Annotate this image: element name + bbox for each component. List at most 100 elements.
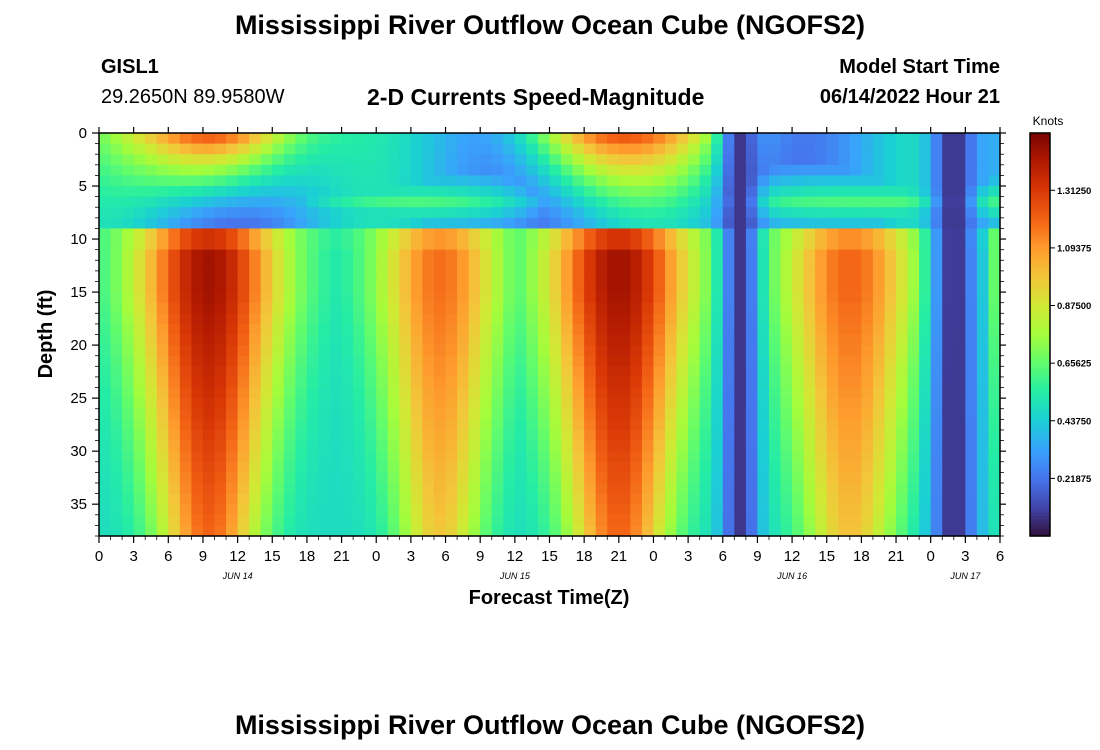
heatmap-cell <box>872 239 886 251</box>
heatmap-cell <box>260 270 273 283</box>
heatmap-cell <box>699 461 712 473</box>
heatmap-cell <box>457 376 470 389</box>
heatmap-cell <box>630 429 643 442</box>
heatmap-cell <box>884 461 897 473</box>
heatmap-cell <box>526 387 539 399</box>
heatmap-cell <box>133 143 146 155</box>
heatmap-cell <box>353 164 366 177</box>
heatmap-cell <box>722 302 735 314</box>
heatmap-cell <box>757 281 770 293</box>
heatmap-cell <box>399 482 412 495</box>
heatmap-cell <box>341 217 354 230</box>
heatmap-cell <box>549 334 562 346</box>
heatmap-cell <box>768 302 782 314</box>
heatmap-cell <box>792 525 805 537</box>
heatmap-cell <box>884 493 897 505</box>
heatmap-cell <box>641 398 655 410</box>
heatmap-cell <box>341 143 354 155</box>
heatmap-cell <box>618 472 631 484</box>
colorbar-cell <box>1030 233 1050 238</box>
heatmap-cell <box>641 239 655 251</box>
heatmap-cell <box>122 398 135 410</box>
heatmap-cell <box>457 429 470 442</box>
colorbar-cell <box>1030 237 1050 242</box>
heatmap-cell <box>399 249 412 261</box>
heatmap-cell <box>919 398 932 410</box>
heatmap-cell <box>399 525 412 537</box>
heatmap-cell <box>872 164 886 177</box>
heatmap-cell <box>295 451 308 463</box>
heatmap-cell <box>191 525 204 537</box>
heatmap-cell <box>480 228 493 240</box>
heatmap-cell <box>688 249 701 261</box>
heatmap-cell <box>99 164 112 177</box>
heatmap-cell <box>976 525 990 537</box>
heatmap-cell <box>838 249 851 261</box>
heatmap-cell <box>341 313 354 325</box>
colorbar-cell <box>1030 324 1050 329</box>
heatmap-cell <box>145 387 158 399</box>
heatmap-cell <box>110 472 123 484</box>
heatmap-cell <box>872 323 886 336</box>
heatmap-cell <box>607 133 620 145</box>
heatmap-cell <box>919 440 932 452</box>
heatmap-cell <box>306 334 320 346</box>
heatmap-cell <box>665 143 678 155</box>
heatmap-cell <box>584 376 597 389</box>
heatmap-cell <box>826 440 839 452</box>
page-title: Mississippi River Outflow Ocean Cube (NG… <box>234 10 866 40</box>
heatmap-cell <box>249 387 262 399</box>
heatmap-cell <box>480 270 493 283</box>
heatmap-cell <box>630 302 643 314</box>
heatmap-cell <box>537 482 551 495</box>
heatmap-cell <box>595 419 608 431</box>
heatmap-cell <box>896 398 909 410</box>
heatmap-cell <box>537 345 551 357</box>
heatmap-cell <box>468 164 481 177</box>
heatmap-cell <box>110 302 123 314</box>
heatmap-cell <box>942 525 955 537</box>
heatmap-cell <box>283 154 296 166</box>
heatmap-cell <box>526 249 539 261</box>
heatmap-cell <box>676 408 689 420</box>
heatmap-cell <box>930 260 943 272</box>
heatmap-cell <box>826 334 839 346</box>
heatmap-cell <box>376 323 389 336</box>
heatmap-cell <box>896 514 909 526</box>
heatmap-cell <box>99 366 112 378</box>
heatmap-cell <box>953 164 966 177</box>
colorbar-cell <box>1030 200 1050 205</box>
heatmap-cell <box>595 504 608 516</box>
heatmap-cell <box>260 196 273 208</box>
heatmap-cell <box>318 217 331 230</box>
heatmap-cell <box>896 313 909 325</box>
heatmap-cell <box>387 419 400 431</box>
heatmap-cell <box>99 186 112 198</box>
heatmap-cell <box>526 302 539 314</box>
heatmap-cell <box>630 514 643 526</box>
heatmap-cell <box>179 482 193 495</box>
heatmap-cell <box>780 281 793 293</box>
heatmap-cell <box>330 217 343 230</box>
heatmap-cell <box>526 525 539 537</box>
heatmap-cell <box>122 154 135 166</box>
heatmap-cell <box>514 472 527 484</box>
heatmap-cell <box>953 334 966 346</box>
heatmap-cell <box>156 154 169 166</box>
heatmap-cell <box>433 429 447 442</box>
heatmap-cell <box>353 249 366 261</box>
heatmap-cell <box>399 143 412 155</box>
heatmap-cell <box>988 323 1001 336</box>
heatmap-cell <box>110 408 123 420</box>
heatmap-cell <box>122 451 135 463</box>
heatmap-cell <box>318 525 331 537</box>
heatmap-cell <box>364 270 377 283</box>
heatmap-cell <box>433 387 447 399</box>
heatmap-cell <box>988 451 1001 463</box>
heatmap-cell <box>803 334 816 346</box>
heatmap-cell <box>942 302 955 314</box>
heatmap-cell <box>330 376 343 389</box>
heatmap-cell <box>584 249 597 261</box>
heatmap-cell <box>734 196 747 208</box>
heatmap-cell <box>722 451 735 463</box>
